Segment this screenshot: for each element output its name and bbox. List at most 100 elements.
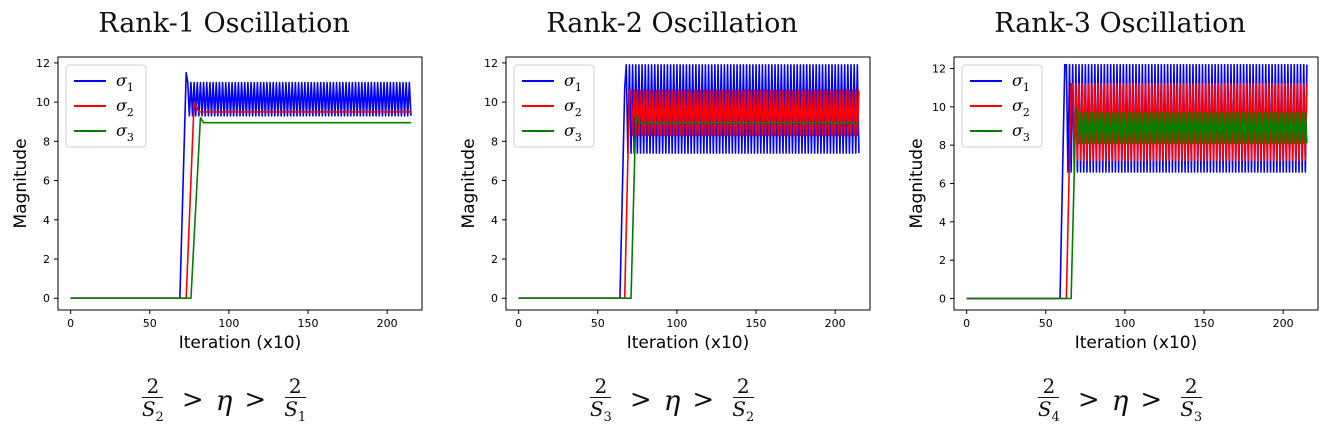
eta-symbol: η [663,383,681,417]
series-line-3 [70,117,411,300]
y-tick-label: 0 [491,292,498,305]
denominator-index: 2 [745,409,755,425]
eta-symbol: η [215,383,233,417]
x-tick-label: 150 [1194,317,1215,330]
x-axis-label: Iteration (x10) [1075,333,1197,353]
fraction-left: 2 S3 [586,375,616,425]
y-tick-label: 2 [491,253,498,266]
denominator-symbol: S [141,396,156,421]
greater-than-sign: > [629,385,652,415]
panel-rank-1: Rank-1 Oscillation 0 50 100 150 200 0 2 4 6 8 10 12… [0,0,448,437]
x-tick-label: 200 [1273,317,1294,330]
fraction-left: 2 S2 [138,375,168,425]
denominator-index: 2 [155,409,164,425]
y-axis-label: Magnitude [907,138,927,228]
x-tick-label: 50 [143,317,157,330]
denominator-symbol: S [284,396,298,421]
step-size-condition: 2 S3 > η > 2 S2 [448,372,896,428]
y-tick-label: 2 [43,253,50,266]
y-tick-label: 8 [43,135,50,148]
y-tick-label: 8 [939,139,946,152]
y-axis-label: Magnitude [459,138,479,228]
greater-than-sign: > [1077,385,1100,415]
y-tick-label: 12 [932,63,946,76]
fraction-right: 2 S3 [1176,375,1206,425]
fraction-numerator: 2 [732,375,754,398]
denominator-symbol: S [1180,396,1194,421]
fraction-denominator: S2 [138,398,168,425]
panel-rank-3: Rank-3 Oscillation 0 50 100 150 200 0 2 4 6 8 10 12… [896,0,1344,437]
x-tick-label: 0 [67,317,74,330]
chart-svg: 0 50 100 150 200 0 2 4 6 8 10 12 Iteration (x10) Magn… [459,56,871,353]
y-tick-label: 4 [43,214,50,227]
greater-than-sign: > [244,385,267,415]
x-tick-label: 50 [1039,317,1053,330]
fraction-numerator: 2 [590,375,612,398]
panel-rank-2: Rank-2 Oscillation 0 50 100 150 200 0 2 4 6 8 10 12… [448,0,896,437]
chart-svg: 0 50 100 150 200 0 2 4 6 8 10 12 Iteration (x10) Magn… [11,56,423,353]
series-line-3 [518,115,859,300]
denominator-symbol: S [589,396,604,421]
y-tick-label: 6 [491,175,498,188]
denominator-symbol: S [1037,396,1052,421]
x-tick-label: 150 [746,317,767,330]
plot-area [70,71,412,300]
denominator-index: 4 [1051,409,1060,425]
plot-area [966,63,1308,300]
fraction-denominator: S2 [728,398,758,425]
plot-area [518,64,860,300]
chart-svg: 0 50 100 150 200 0 2 4 6 8 10 12 Iteration (x10) Magn… [907,56,1319,353]
x-tick-label: 100 [218,317,239,330]
denominator-index: 3 [603,409,612,425]
x-tick-label: 100 [666,317,687,330]
eta-symbol: η [1111,383,1129,417]
fraction-right: 2 S2 [728,375,758,425]
denominator-index: 1 [297,409,307,425]
fraction-denominator: S3 [586,398,616,425]
fraction-denominator: S3 [1176,398,1206,425]
fraction-numerator: 2 [284,375,306,398]
chart-title: Rank-3 Oscillation [994,8,1246,39]
y-tick-label: 0 [43,292,50,305]
fraction-right: 2 S1 [280,375,310,425]
x-tick-label: 0 [963,317,970,330]
greater-than-sign: > [181,385,204,415]
denominator-index: 3 [1193,409,1203,425]
y-tick-label: 10 [484,96,498,109]
x-tick-label: 0 [515,317,522,330]
x-tick-label: 200 [825,317,846,330]
y-tick-label: 12 [484,57,498,70]
x-tick-label: 150 [298,317,319,330]
fraction-numerator: 2 [1180,375,1202,398]
x-tick-label: 50 [591,317,605,330]
y-tick-label: 4 [939,216,946,229]
x-tick-label: 200 [377,317,398,330]
axes-frame [57,56,423,311]
axes-frame [505,56,871,311]
y-tick-label: 12 [36,57,50,70]
x-tick-label: 100 [1114,317,1135,330]
greater-than-sign: > [692,385,715,415]
y-tick-label: 0 [939,293,946,306]
y-tick-label: 4 [491,214,498,227]
fraction-denominator: S1 [280,398,310,425]
step-size-condition: 2 S2 > η > 2 S1 [0,372,448,428]
y-tick-label: 8 [491,135,498,148]
fraction-denominator: S4 [1034,398,1064,425]
y-tick-label: 10 [932,101,946,114]
fraction-left: 2 S4 [1034,375,1064,425]
fraction-numerator: 2 [142,375,164,398]
x-axis-label: Iteration (x10) [627,333,749,353]
greater-than-sign: > [1140,385,1163,415]
denominator-symbol: S [732,396,746,421]
x-axis-label: Iteration (x10) [179,333,301,353]
step-size-condition: 2 S4 > η > 2 S3 [896,372,1344,428]
y-axis-label: Magnitude [11,138,31,228]
y-tick-label: 6 [939,178,946,191]
chart-title: Rank-1 Oscillation [98,8,350,39]
y-tick-label: 2 [939,254,946,267]
y-tick-label: 6 [43,175,50,188]
series-line-3 [966,107,1308,300]
chart-title: Rank-2 Oscillation [546,8,798,39]
